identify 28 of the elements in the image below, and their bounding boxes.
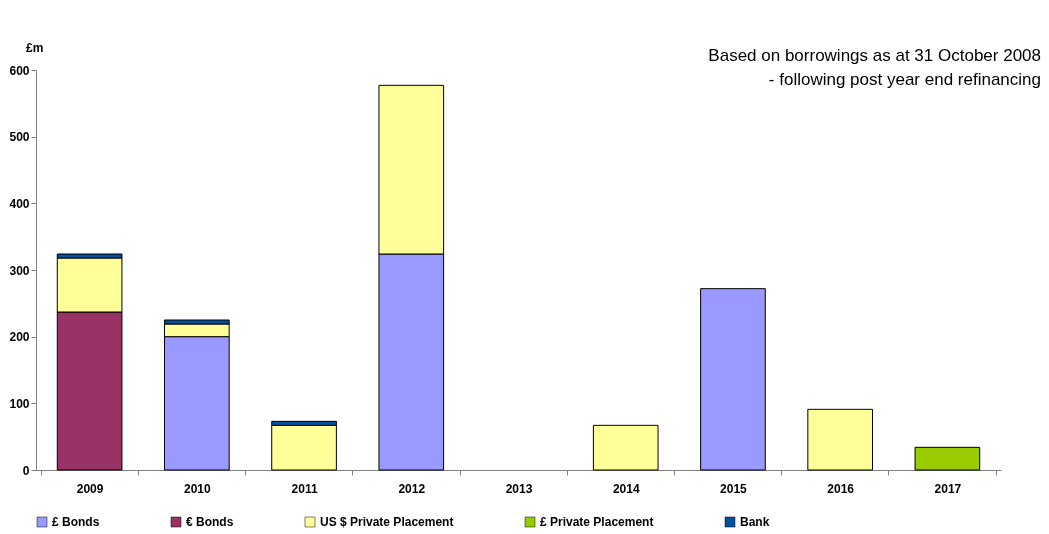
y-tick-label: 400: [9, 196, 30, 211]
x-tick-label: 2013: [505, 481, 533, 496]
legend-label: £ Private Placement: [540, 515, 654, 529]
y-axis-title: £m: [26, 41, 44, 55]
x-tick-label: 2010: [183, 481, 211, 496]
x-tick-label: 2015: [720, 481, 748, 496]
legend-label: £ Bonds: [52, 515, 100, 529]
bar: [271, 424, 337, 471]
x-tick-label: 2011: [291, 481, 318, 496]
legend-label: Bank: [740, 515, 770, 529]
bar: [914, 446, 981, 471]
legend-label: US $ Private Placement: [320, 515, 454, 529]
bar: [700, 288, 766, 471]
annotation: Based on borrowings as at 31 October 2008 - following post year end refinancing: [708, 46, 1041, 89]
x-tick-label: 2014: [612, 481, 640, 496]
x-tick-label: 2012: [398, 481, 426, 496]
y-tick-label: 200: [9, 330, 30, 345]
y-tick-label: 300: [9, 263, 30, 278]
y-tick-label: 100: [9, 396, 30, 411]
x-tick-label: 2017: [934, 481, 962, 496]
x-tick-label: 2009: [76, 481, 104, 496]
bar: [807, 408, 873, 471]
legend-label: € Bonds: [186, 515, 234, 529]
y-tick-label: 500: [9, 130, 30, 145]
x-tick-label: 2016: [827, 481, 855, 496]
y-tick-label: 0: [22, 463, 30, 478]
y-tick-label: 600: [9, 63, 30, 78]
bar: [592, 424, 659, 471]
